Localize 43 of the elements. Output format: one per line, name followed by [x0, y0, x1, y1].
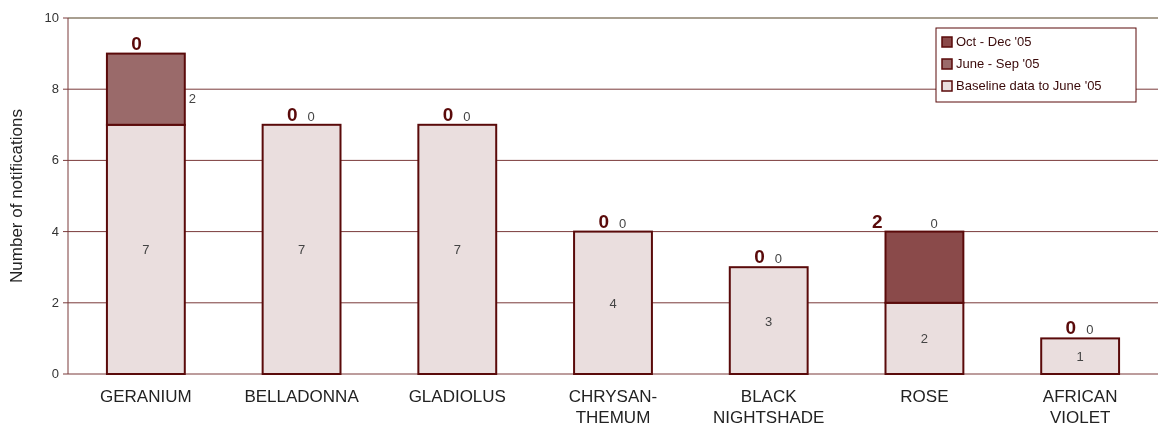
- x-tick-label: BELLADONNA: [244, 387, 360, 406]
- y-tick-label: 4: [51, 223, 59, 239]
- x-tick-label: ROSE: [900, 387, 949, 406]
- y-tick-label: 10: [44, 10, 59, 25]
- bar: [261, 123, 342, 375]
- bar: [573, 230, 653, 375]
- bar: [417, 123, 498, 375]
- y-tick-label: 0: [51, 366, 59, 381]
- x-tick-label: GLADIOLUS: [408, 387, 506, 406]
- legend-label: Oct - Dec '05: [956, 34, 1032, 49]
- y-tick-label: 8: [51, 81, 59, 97]
- data-label: 0: [619, 215, 627, 231]
- y-tick-label: 6: [51, 152, 59, 168]
- data-label: 0: [463, 108, 471, 124]
- x-tick-label: CHRYSAN-THEMUM: [568, 387, 658, 427]
- data-label: 7: [142, 242, 150, 258]
- x-tick-label: AFRICAN VIOLET: [1042, 387, 1118, 427]
- data-label: 0: [131, 32, 142, 54]
- y-tick-label: 2: [51, 294, 59, 310]
- legend-label: Baseline data to June '05: [956, 78, 1102, 93]
- bar: [1040, 337, 1121, 375]
- data-label: 3: [765, 313, 773, 329]
- data-label: 0: [754, 246, 765, 268]
- data-label: 7: [453, 242, 461, 258]
- data-label: 0: [286, 103, 298, 125]
- data-label: 0: [1086, 322, 1094, 338]
- data-label: 0: [598, 210, 609, 232]
- x-tick-label: BLACK NIGHTSHADE: [712, 387, 825, 427]
- data-label: 4: [609, 295, 617, 311]
- data-label: 0: [774, 251, 782, 267]
- data-label: 7: [297, 242, 306, 258]
- data-label: 2: [188, 91, 197, 107]
- data-label: 0: [307, 108, 315, 124]
- data-label: 0: [1065, 317, 1077, 339]
- data-label: 0: [442, 103, 454, 125]
- data-label: 2: [920, 331, 929, 347]
- y-axis-title: Number of notifications: [7, 109, 26, 283]
- bar: [728, 266, 809, 375]
- data-label: 1: [1076, 349, 1084, 365]
- x-tick-label: GERANIUM: [100, 387, 192, 406]
- legend-label: June - Sep '05: [956, 56, 1040, 71]
- data-label: 2: [871, 210, 883, 232]
- data-label: 0: [930, 215, 938, 231]
